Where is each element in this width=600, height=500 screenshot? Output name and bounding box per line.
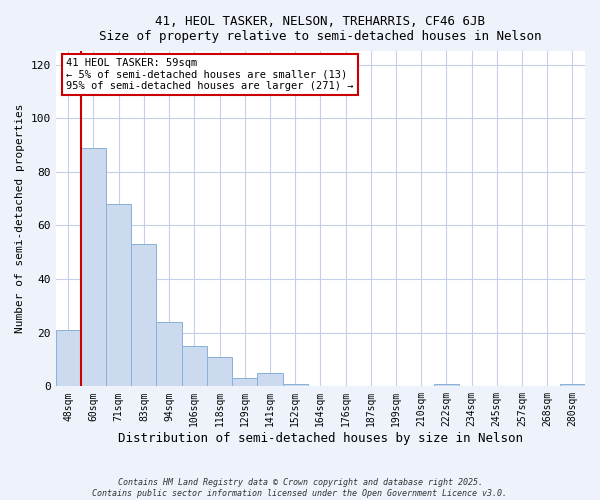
Bar [81,148,106,386]
Bar [283,384,308,386]
Bar [434,384,459,386]
Bar [56,330,81,386]
Text: Contains HM Land Registry data © Crown copyright and database right 2025.
Contai: Contains HM Land Registry data © Crown c… [92,478,508,498]
Bar [207,357,232,386]
Text: 41 HEOL TASKER: 59sqm
← 5% of semi-detached houses are smaller (13)
95% of semi-: 41 HEOL TASKER: 59sqm ← 5% of semi-detac… [66,58,354,91]
Y-axis label: Number of semi-detached properties: Number of semi-detached properties [15,104,25,334]
X-axis label: Distribution of semi-detached houses by size in Nelson: Distribution of semi-detached houses by … [118,432,523,445]
Bar [182,346,207,387]
Title: 41, HEOL TASKER, NELSON, TREHARRIS, CF46 6JB
Size of property relative to semi-d: 41, HEOL TASKER, NELSON, TREHARRIS, CF46… [99,15,542,43]
Bar [157,322,182,386]
Bar [131,244,157,386]
Bar [106,204,131,386]
Bar [560,384,585,386]
Bar [257,373,283,386]
Bar [232,378,257,386]
